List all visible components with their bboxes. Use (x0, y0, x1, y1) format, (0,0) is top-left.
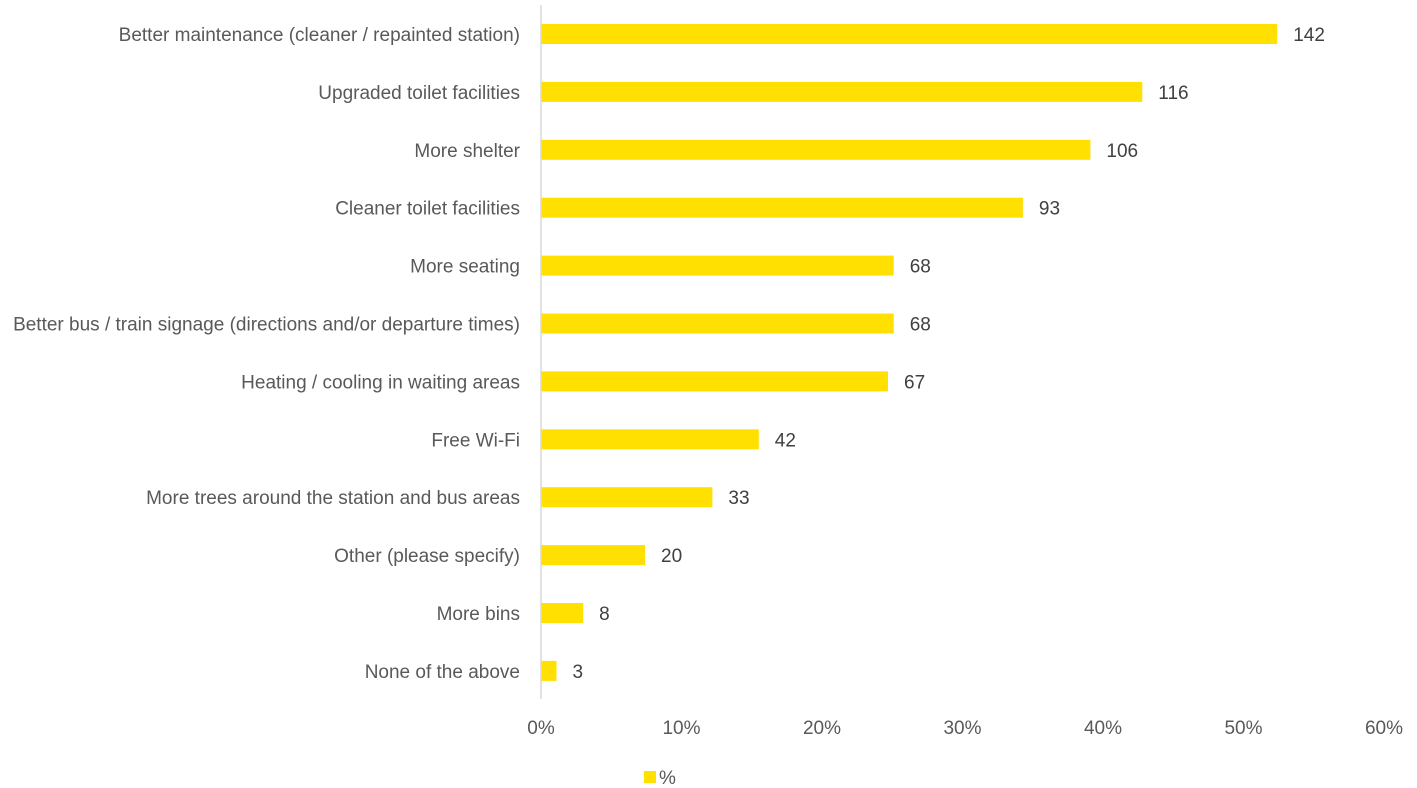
x-tick-label: 60% (1365, 718, 1403, 739)
category-label: Other (please specify) (334, 546, 520, 567)
data-label: 8 (599, 604, 610, 625)
bar (541, 139, 1091, 160)
data-label: 68 (910, 315, 931, 336)
legend: % (644, 768, 676, 788)
data-label: 116 (1158, 83, 1188, 104)
category-label: Free Wi-Fi (431, 430, 520, 451)
category-label: More bins (437, 604, 520, 625)
bar (541, 81, 1143, 102)
data-label: 33 (728, 488, 749, 509)
category-label: More shelter (414, 141, 520, 162)
data-label: 3 (573, 662, 584, 683)
legend-label: % (659, 768, 676, 788)
x-tick-label: 10% (662, 718, 700, 739)
bar (541, 24, 1278, 44)
data-label: 68 (910, 257, 931, 278)
bar (541, 545, 645, 566)
data-label: 20 (661, 546, 682, 567)
bar (541, 660, 557, 681)
x-tick-label: 50% (1224, 718, 1262, 739)
bar (541, 429, 759, 450)
x-tick-label: 20% (803, 718, 841, 739)
bar (541, 603, 584, 623)
data-label: 106 (1106, 141, 1138, 162)
category-label: Upgraded toilet facilities (318, 83, 520, 104)
bar (541, 255, 894, 276)
category-label: More trees around the station and bus ar… (146, 488, 520, 509)
bars-layer (541, 24, 1278, 681)
category-label: More seating (410, 257, 520, 278)
bar (541, 313, 894, 334)
category-label: None of the above (365, 662, 520, 683)
data-labels: 142 116 106 93 68 68 67 42 33 20 8 3 (573, 25, 1325, 683)
category-label: Better maintenance (cleaner / repainted … (119, 25, 520, 46)
category-label: Heating / cooling in waiting areas (241, 372, 520, 393)
category-label: Better bus / train signage (directions a… (13, 315, 520, 336)
legend-swatch (644, 771, 656, 783)
category-labels: Better maintenance (cleaner / repainted … (13, 25, 521, 683)
bar (541, 371, 888, 392)
x-tick-label: 30% (943, 718, 981, 739)
data-label: 93 (1039, 199, 1060, 220)
category-label: Cleaner toilet facilities (335, 199, 520, 220)
x-axis-ticks: 0% 10% 20% 30% 40% 50% 60% (527, 718, 1403, 739)
x-tick-label: 40% (1084, 718, 1122, 739)
bar (541, 197, 1023, 218)
data-label: 142 (1293, 25, 1325, 46)
x-tick-label: 0% (527, 718, 555, 739)
data-label: 67 (904, 372, 925, 393)
data-label: 42 (775, 430, 796, 451)
bar (541, 487, 713, 508)
